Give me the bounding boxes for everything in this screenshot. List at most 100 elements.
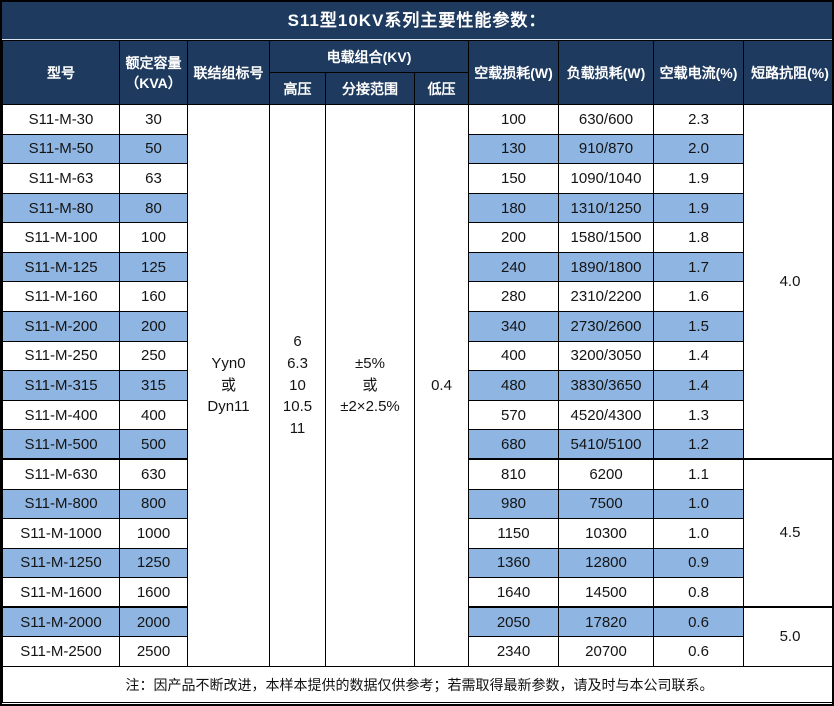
page-title: S11型10KV系列主要性能参数： <box>2 2 832 40</box>
no-load-current-cell: 1.6 <box>653 281 744 313</box>
load-loss-cell: 14500 <box>558 577 654 608</box>
table-row: S11-M-30 30 Yyn0 或 Dyn11 6 6.3 10 10.5 11 ±5% 或 ±2×2… <box>2 104 832 667</box>
model-cell: S11-M-125 <box>2 251 120 283</box>
load-loss-cell: 5410/5100 <box>558 429 654 460</box>
table-row: S11-M-50 50 130 910/870 2.0 <box>2 133 833 165</box>
tap-range-cell-line: ±5% <box>355 354 385 372</box>
header-row-1: 型号 额定容量 （KVA） 联结组标号 电载组合(KV) 空载损耗(W) 负载损… <box>2 40 832 105</box>
no-load-current-cell: 1.5 <box>653 311 744 342</box>
load-loss-cell: 20700 <box>558 636 654 667</box>
table-row: S11-M-2000 2000 2050 17820 0.6 5.0 <box>2 606 832 668</box>
table-row: S11-M-80 80 180 1310/1250 1.9 <box>2 192 833 224</box>
load-loss-cell: 630/600 <box>558 104 654 135</box>
tap-range-cell-line: 或 <box>362 376 378 394</box>
capacity-cell: 1000 <box>119 518 188 549</box>
model-cell: S11-M-30 <box>2 104 120 135</box>
connection-cell: Yyn0 或 Dyn11 <box>187 104 270 667</box>
capacity-cell: 30 <box>119 104 188 135</box>
model-cell: S11-M-315 <box>2 370 120 401</box>
table-row: S11-M-100 100 200 1580/1500 1.8 <box>2 222 833 253</box>
capacity-cell: 2500 <box>119 636 188 667</box>
no-load-loss-cell: 400 <box>468 340 559 372</box>
no-load-current-cell: 2.0 <box>653 133 744 165</box>
table-row: S11-M-1600 1600 1640 14500 0.8 <box>2 577 833 608</box>
load-loss-cell: 7500 <box>558 488 654 520</box>
hv-cell: 6 6.3 10 10.5 11 <box>269 104 326 667</box>
impedance-cell: 5.0 <box>743 606 832 668</box>
no-load-current-cell: 1.7 <box>653 251 744 283</box>
capacity-cell: 250 <box>119 340 188 372</box>
tap-range-cell: ±5% 或 ±2×2.5% <box>325 104 415 667</box>
no-load-loss-cell: 2050 <box>468 606 559 638</box>
model-cell: S11-M-2500 <box>2 636 120 667</box>
col-header-impedance: 短路抗阻(%) <box>743 40 832 105</box>
table-row: S11-M-800 800 980 7500 1.0 <box>2 488 833 520</box>
load-loss-cell: 1090/1040 <box>558 163 654 194</box>
lv-cell-line: 0.4 <box>431 376 452 394</box>
hv-cell-line: 6.3 <box>287 354 308 372</box>
no-load-loss-cell: 180 <box>468 192 559 224</box>
col-header-capacity-line2: （KVA） <box>125 74 182 91</box>
load-loss-cell: 1580/1500 <box>558 222 654 253</box>
col-header-connection: 联结组标号 <box>187 40 270 105</box>
table-row: S11-M-200 200 340 2730/2600 1.5 <box>2 311 833 342</box>
no-load-current-cell: 0.9 <box>653 547 744 579</box>
no-load-current-cell: 1.0 <box>653 488 744 520</box>
load-loss-cell: 4520/4300 <box>558 399 654 431</box>
no-load-current-cell: 0.6 <box>653 606 744 638</box>
model-cell: S11-M-1600 <box>2 577 120 608</box>
model-cell: S11-M-200 <box>2 311 120 342</box>
no-load-current-cell: 1.8 <box>653 222 744 253</box>
capacity-cell: 1600 <box>119 577 188 608</box>
hv-cell-line: 6 <box>293 333 302 351</box>
capacity-cell: 125 <box>119 251 188 283</box>
capacity-cell: 315 <box>119 370 188 401</box>
table-row: S11-M-1250 1250 1360 12800 0.9 <box>2 547 833 579</box>
model-cell: S11-M-250 <box>2 340 120 372</box>
table-row: S11-M-630 630 810 6200 1.1 4.5 <box>2 458 832 608</box>
no-load-loss-cell: 1640 <box>468 577 559 608</box>
no-load-loss-cell: 810 <box>468 458 559 490</box>
no-load-current-cell: 1.2 <box>653 429 744 460</box>
model-cell: S11-M-1250 <box>2 547 120 579</box>
table-row: S11-M-2500 2500 2340 20700 0.6 <box>2 636 833 667</box>
no-load-loss-cell: 2340 <box>468 636 559 667</box>
col-header-capacity: 额定容量 （KVA） <box>119 40 188 105</box>
capacity-cell: 100 <box>119 222 188 253</box>
load-loss-cell: 17820 <box>558 606 654 638</box>
capacity-cell: 63 <box>119 163 188 194</box>
no-load-current-cell: 1.0 <box>653 518 744 549</box>
capacity-cell: 160 <box>119 281 188 313</box>
table-row: S11-M-315 315 480 3830/3650 1.4 <box>2 370 833 401</box>
model-cell: S11-M-50 <box>2 133 120 165</box>
no-load-current-cell: 1.9 <box>653 192 744 224</box>
load-loss-cell: 10300 <box>558 518 654 549</box>
no-load-loss-cell: 1150 <box>468 518 559 549</box>
table-body: S11-M-30 30 Yyn0 或 Dyn11 6 6.3 10 10.5 11 ±5% 或 ±2×2… <box>2 104 833 668</box>
no-load-loss-cell: 480 <box>468 370 559 401</box>
no-load-loss-cell: 980 <box>468 488 559 520</box>
load-loss-cell: 910/870 <box>558 133 654 165</box>
model-cell: S11-M-800 <box>2 488 120 520</box>
impedance-cell: 4.5 <box>743 458 832 608</box>
hv-cell-line: 11 <box>289 420 306 438</box>
footnote-row: 注：因产品不断改进，本样本提供的数据仅供参考；若需取得最新参数，请及时与本公司联… <box>2 666 832 703</box>
no-load-loss-cell: 150 <box>468 163 559 194</box>
model-cell: S11-M-500 <box>2 429 120 460</box>
load-loss-cell: 12800 <box>558 547 654 579</box>
col-header-tap-range: 分接范围 <box>325 72 415 105</box>
hv-cell-line: 10.5 <box>282 398 313 416</box>
capacity-cell: 50 <box>119 133 188 165</box>
table-row: S11-M-125 125 240 1890/1800 1.7 <box>2 251 833 283</box>
no-load-loss-cell: 280 <box>468 281 559 313</box>
no-load-loss-cell: 1360 <box>468 547 559 579</box>
col-header-model: 型号 <box>2 40 120 105</box>
capacity-cell: 1250 <box>119 547 188 579</box>
col-header-no-load-loss: 空载损耗(W) <box>468 40 559 105</box>
no-load-loss-cell: 340 <box>468 311 559 342</box>
no-load-current-cell: 0.6 <box>653 636 744 667</box>
no-load-loss-cell: 200 <box>468 222 559 253</box>
table-row: S11-M-400 400 570 4520/4300 1.3 <box>2 399 833 431</box>
no-load-current-cell: 1.3 <box>653 399 744 431</box>
